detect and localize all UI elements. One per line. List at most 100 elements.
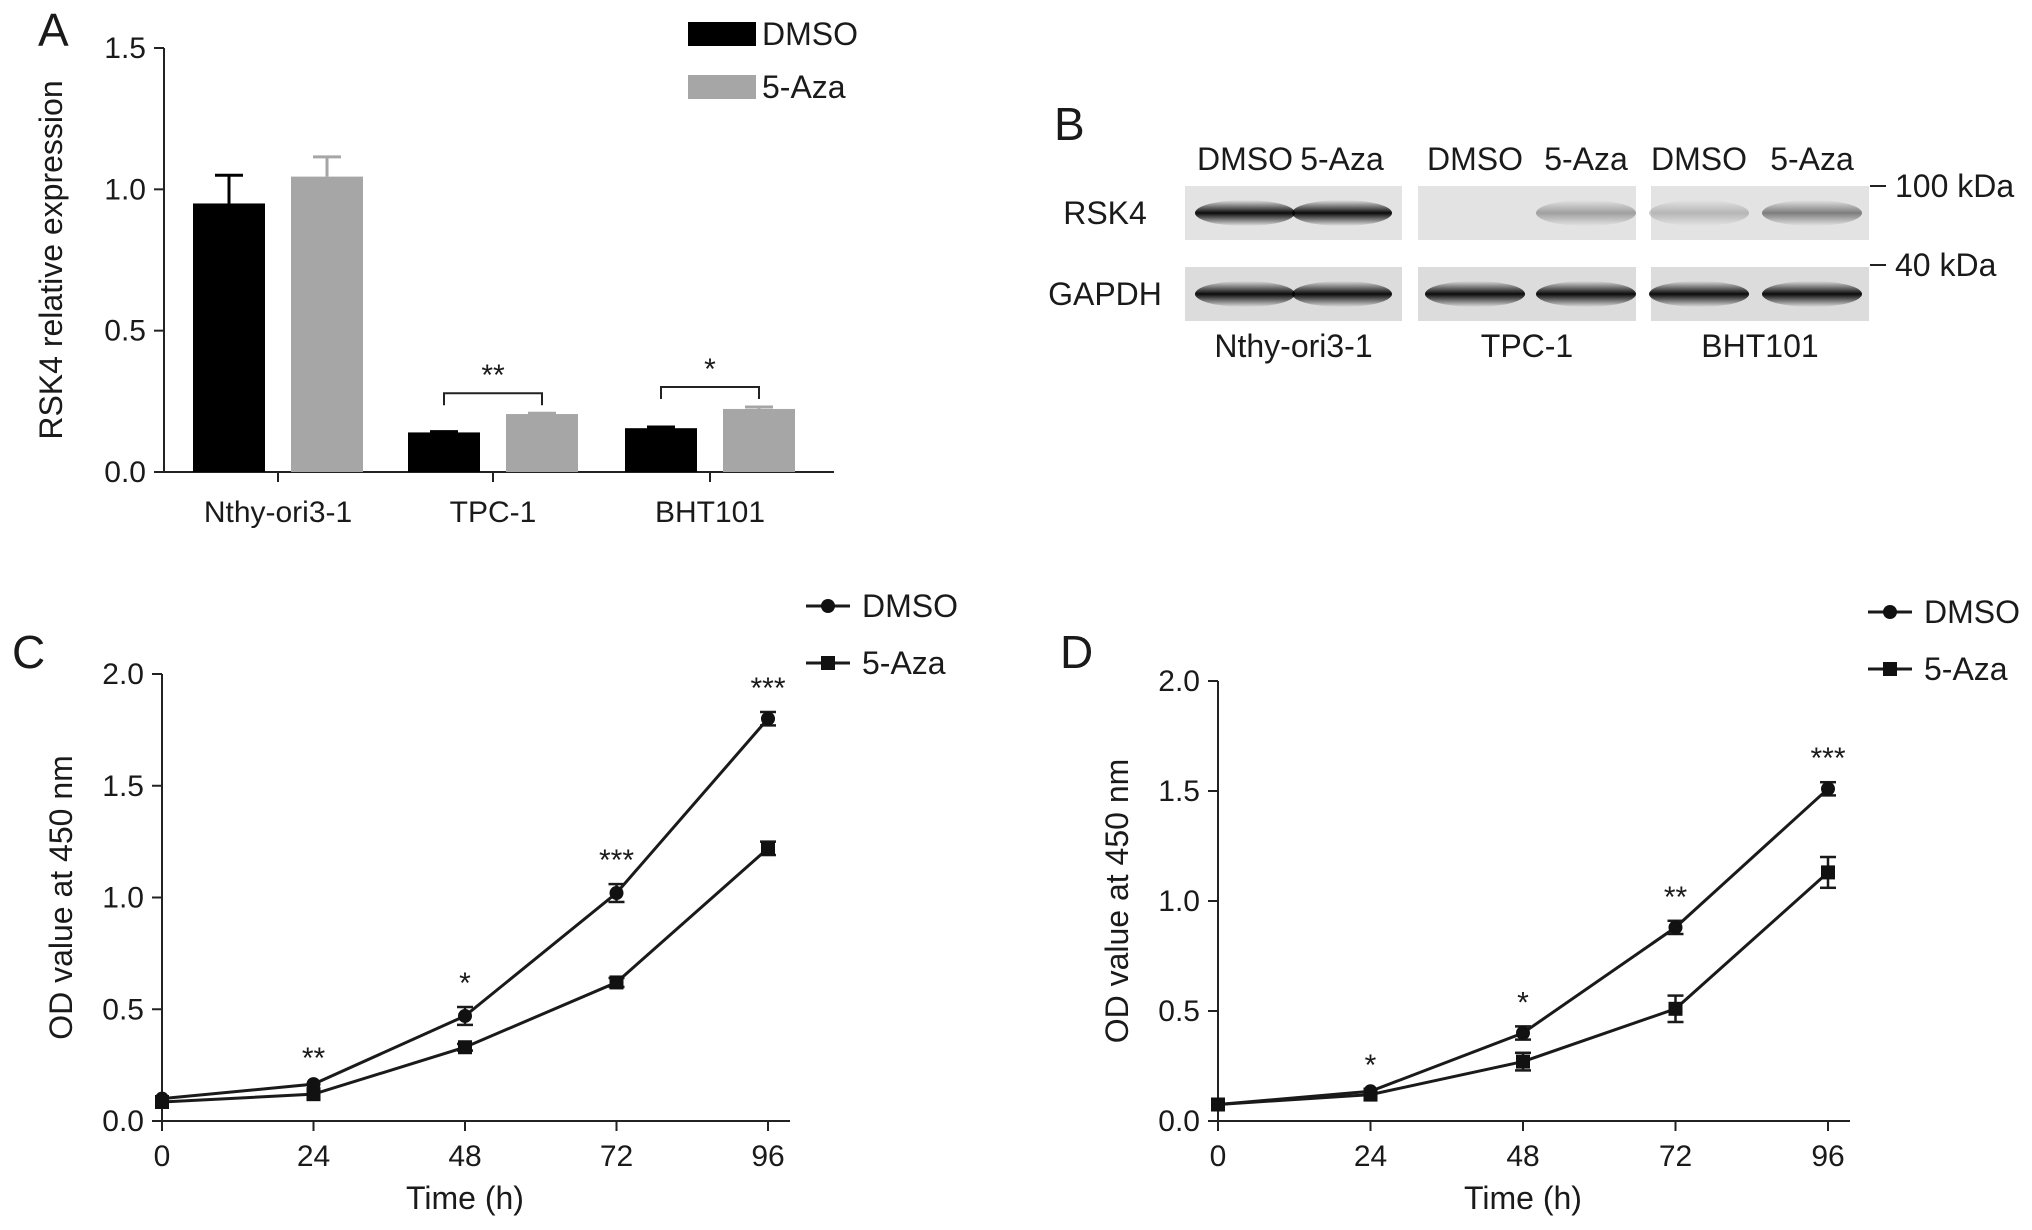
marker-label-0: 100 kDa (1895, 168, 2014, 204)
bar-dmso-1 (408, 432, 480, 472)
band-rsk4-lane-1 (1292, 200, 1392, 226)
point-dmso-4 (761, 711, 775, 726)
band-gapdh-lane-0 (1195, 281, 1295, 307)
lane-label-0: DMSO (1197, 141, 1293, 177)
band-rsk4-lane-4 (1649, 200, 1749, 226)
panel-letter-a: A (38, 4, 69, 56)
x-tick-label: 96 (1811, 1140, 1844, 1173)
point-dmso-2 (458, 1008, 472, 1023)
line-chart-od-bht101: 0.0 0.5 1.0 1.5 2.0 0 24 48 72 96 OD value at 450 … (1099, 594, 2020, 1216)
y-tick-label: 1.5 (104, 32, 146, 65)
x-tick-label: 24 (297, 1140, 330, 1173)
significance-label: *** (1810, 742, 1845, 775)
significance-label: * (459, 967, 471, 1000)
y-tick-label: 1.0 (102, 882, 144, 915)
x-tick-label: 96 (751, 1140, 784, 1173)
significance-label: ** (481, 359, 505, 392)
y-tick-label: 1.5 (102, 770, 144, 803)
bar-chart-rsk4-expression: 0.0 0.5 1.0 1.5 RSK4 relative expression Nthy… (33, 16, 858, 529)
x-tick-label: Nthy-ori3-1 (204, 496, 352, 529)
x-tick-label: 72 (1659, 1140, 1692, 1173)
significance-label: ** (302, 1042, 326, 1075)
y-tick-label: 0.0 (1158, 1105, 1200, 1138)
row-label-rsk4: RSK4 (1063, 195, 1147, 231)
band-gapdh-lane-5 (1762, 281, 1862, 307)
point-dmso-3 (609, 886, 624, 901)
y-axis-label: OD value at 450 nm (1099, 759, 1135, 1044)
line-chart-od-tpc1: 0.0 0.5 1.0 1.5 2.0 0 24 48 72 96 OD value at 450 … (43, 588, 958, 1216)
panel-letter-d: D (1060, 626, 1093, 678)
y-tick-label: 2.0 (1158, 665, 1200, 698)
significance-bracket (443, 392, 543, 406)
legend-swatch-5-aza (688, 75, 756, 99)
lane-label-3: 5-Aza (1544, 141, 1628, 177)
y-axis-label: OD value at 450 nm (43, 755, 79, 1040)
row-label-gapdh: GAPDH (1048, 276, 1162, 312)
significance-label: *** (599, 844, 634, 877)
y-tick-label: 0.0 (104, 456, 146, 489)
point-5-aza-4 (1821, 865, 1835, 880)
band-rsk4-lane-5 (1762, 200, 1862, 226)
cell-line-label-2: BHT101 (1701, 328, 1818, 364)
lane-label-2: DMSO (1427, 141, 1523, 177)
point-5-aza-2 (458, 1040, 472, 1055)
y-tick-label: 0.5 (102, 993, 144, 1026)
marker-label-1: 40 kDa (1895, 247, 1997, 283)
band-gapdh-lane-1 (1292, 281, 1392, 307)
point-5-aza-0 (155, 1095, 169, 1110)
lane-label-1: 5-Aza (1300, 141, 1384, 177)
y-tick-label: 2.0 (102, 658, 144, 691)
y-tick-label: 0.5 (1158, 995, 1200, 1028)
x-axis-label: Time (h) (406, 1180, 524, 1216)
x-tick-label: 0 (1210, 1140, 1227, 1173)
cell-line-label-0: Nthy-ori3-1 (1214, 328, 1372, 364)
y-tick-label: 0.5 (104, 315, 146, 348)
band-rsk4-lane-3 (1536, 200, 1636, 226)
lane-label-4: DMSO (1651, 141, 1747, 177)
bar-5-aza-0 (291, 176, 363, 472)
band-gapdh-lane-4 (1649, 281, 1749, 307)
y-tick-label: 1.5 (1158, 775, 1200, 808)
significance-label: *** (750, 672, 785, 705)
panel-letter-b: B (1054, 98, 1085, 150)
x-tick-label: 0 (154, 1140, 171, 1173)
legend-marker-dmso (821, 599, 835, 613)
bar-dmso-0 (193, 203, 265, 472)
point-dmso-4 (1821, 781, 1835, 796)
point-5-aza-0 (1211, 1097, 1225, 1112)
point-5-aza-1 (306, 1087, 321, 1102)
y-tick-label: 1.0 (104, 173, 146, 206)
y-tick-label: 0.0 (102, 1105, 144, 1138)
point-dmso-2 (1516, 1026, 1530, 1040)
point-5-aza-1 (1363, 1087, 1378, 1102)
bar-5-aza-2 (723, 408, 795, 472)
significance-bracket (660, 385, 760, 399)
x-tick-label: 72 (600, 1140, 633, 1173)
y-axis-label: RSK4 relative expression (33, 80, 69, 439)
cell-line-label-1: TPC-1 (1481, 328, 1573, 364)
point-dmso-3 (1668, 920, 1683, 935)
band-gapdh-lane-3 (1536, 281, 1636, 307)
x-tick-label: 48 (448, 1140, 481, 1173)
bar-5-aza-1 (506, 414, 578, 472)
panel-letter-c: C (12, 626, 45, 678)
point-5-aza-2 (1516, 1054, 1530, 1069)
legend-marker-5-aza (821, 656, 835, 670)
legend-label-dmso: DMSO (862, 588, 958, 624)
legend-label-5-aza: 5-Aza (762, 69, 846, 105)
western-blot-panel: DMSO 5-Aza DMSO 5-Aza DMSO 5-AzaRSK4GAPDHNthy… (1048, 141, 2014, 364)
significance-label: * (1517, 986, 1529, 1019)
bar-dmso-2 (625, 428, 697, 472)
point-5-aza-3 (1668, 1001, 1683, 1016)
band-gapdh-lane-2 (1425, 281, 1525, 307)
significance-label: ** (1664, 881, 1688, 914)
x-tick-label: 48 (1506, 1140, 1539, 1173)
x-axis-label: Time (h) (1464, 1180, 1582, 1216)
legend-label-dmso: DMSO (1924, 594, 2020, 630)
significance-label: * (704, 353, 716, 386)
legend-marker-5-aza (1883, 662, 1897, 676)
point-5-aza-3 (609, 975, 624, 990)
legend-label-5-aza: 5-Aza (1924, 651, 2008, 687)
lane-label-5: 5-Aza (1770, 141, 1854, 177)
